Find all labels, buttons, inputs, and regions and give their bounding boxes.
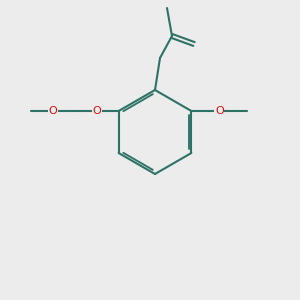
Text: O: O [92, 106, 101, 116]
Text: O: O [215, 106, 224, 116]
Text: O: O [48, 106, 57, 116]
